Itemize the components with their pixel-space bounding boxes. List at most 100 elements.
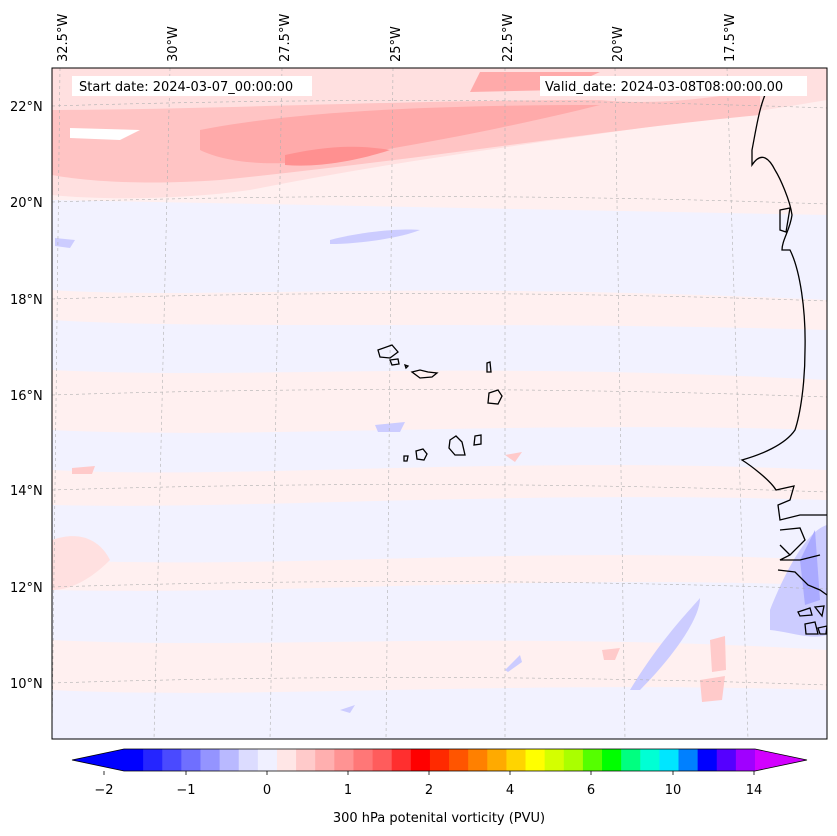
- cape-verde-sao-nicolau: [410, 369, 439, 379]
- colorbar-segment: [544, 749, 565, 771]
- lat-label-18n: 18°N: [10, 293, 43, 308]
- gambia-inlet: [779, 527, 821, 561]
- colorbar-segment: [506, 749, 527, 771]
- colorbar-segment: [563, 749, 584, 771]
- cape-verde-santa-luzia: [403, 363, 410, 370]
- start-date-label: Start date: 2024-03-07_00:00:00: [79, 80, 293, 95]
- colorbar-segment: [429, 749, 450, 771]
- coastal-island-north: [779, 207, 791, 233]
- pv-field: [52, 68, 827, 739]
- cape-verde-santiago: [448, 435, 466, 456]
- colorbar-segment: [716, 749, 737, 771]
- colorbar-segment: [678, 749, 699, 771]
- colorbar-segment: [697, 749, 718, 771]
- colorbar-segment: [659, 749, 680, 771]
- cb-tick-label-4: 4: [506, 783, 514, 798]
- lon-label-27-5w: 27.5°W: [278, 14, 293, 62]
- cb-tick-label-6: 6: [587, 783, 595, 798]
- colorbar-segments: [124, 749, 756, 771]
- meridian-line: [614, 68, 626, 739]
- parallel-line: [52, 389, 827, 398]
- meridian-line: [269, 68, 283, 739]
- colorbar-title: 300 hPa potenital vorticity (PVU): [333, 811, 545, 826]
- colorbar-segment: [200, 749, 221, 771]
- cape-verde-sao-vicente: [389, 358, 400, 366]
- colorbar-tick-labels: −2 −1 0 1 2 4 6 10 14: [94, 783, 762, 798]
- colorbar: −2 −1 0 1 2 4 6 10 14 300 hPa potenital …: [71, 748, 808, 826]
- colorbar-segment: [410, 749, 431, 771]
- lat-label-22n: 22°N: [10, 100, 43, 115]
- parallel-line: [52, 484, 827, 493]
- valid-date-label: Valid_date: 2024-03-08T08:00:00.00: [545, 80, 783, 95]
- colorbar-segment: [257, 749, 278, 771]
- cape-verde-boa-vista: [487, 389, 503, 405]
- colorbar-segment: [296, 749, 316, 771]
- colorbar-segment: [276, 749, 297, 771]
- africa-coastline: [740, 84, 827, 521]
- colorbar-segment: [353, 749, 374, 771]
- colorbar-segment: [143, 749, 163, 771]
- colorbar-segment: [640, 749, 660, 771]
- parallel-line: [52, 677, 827, 686]
- colorbar-segment: [621, 749, 641, 771]
- colorbar-segment: [602, 749, 622, 771]
- valid-date-box: [540, 76, 807, 96]
- meridian-line: [52, 68, 61, 739]
- colorbar-segment: [334, 749, 355, 771]
- colorbar-under-arrow: [72, 749, 124, 771]
- latitude-labels: 22°N 20°N 18°N 16°N 14°N 12°N 10°N: [10, 100, 43, 692]
- parallel-line: [52, 293, 827, 302]
- meridian-line: [726, 68, 749, 739]
- colorbar-segment: [525, 749, 546, 771]
- meridian-line: [385, 68, 394, 739]
- bijagos-islands: [797, 605, 827, 635]
- cape-verde-brava: [403, 455, 409, 462]
- cape-verde-maio: [473, 434, 482, 446]
- lon-label-17-5w: 17.5°W: [723, 14, 738, 62]
- lat-label-16n: 16°N: [10, 389, 43, 404]
- meridian-line: [153, 68, 171, 739]
- lon-label-25w: 25°W: [389, 26, 404, 62]
- parallel-line: [52, 196, 827, 205]
- cape-verde-santo-antao: [377, 344, 399, 359]
- cb-tick-label-0: 0: [263, 783, 271, 798]
- colorbar-segment: [238, 749, 259, 771]
- colorbar-segment: [372, 749, 393, 771]
- colorbar-segment: [582, 749, 603, 771]
- colorbar-segment: [487, 749, 508, 771]
- colorbar-segment: [468, 749, 488, 771]
- cb-tick-label-1: 1: [344, 783, 352, 798]
- parallel-line: [52, 100, 827, 109]
- lat-label-20n: 20°N: [10, 196, 43, 211]
- cape-verde-fogo: [415, 448, 428, 461]
- start-date-box: [72, 76, 312, 96]
- colorbar-segment: [449, 749, 469, 771]
- colorbar-segment: [315, 749, 335, 771]
- lon-label-20w: 20°W: [611, 26, 626, 62]
- map-frame: [51, 67, 828, 740]
- cb-tick-label-14: 14: [746, 783, 763, 798]
- colorbar-segment: [735, 749, 756, 771]
- lat-label-14n: 14°N: [10, 484, 43, 499]
- lat-label-12n: 12°N: [10, 581, 43, 596]
- colorbar-segment: [124, 749, 144, 771]
- colorbar-segment: [219, 749, 240, 771]
- guinea-bissau-coast: [777, 569, 827, 596]
- colorbar-over-arrow: [755, 749, 807, 771]
- lon-label-22-5w: 22.5°W: [501, 14, 516, 62]
- cb-tick-label-10: 10: [665, 783, 682, 798]
- colorbar-segment: [181, 749, 202, 771]
- cape-verde-sal: [486, 361, 492, 373]
- lat-label-10n: 10°N: [10, 677, 43, 692]
- cb-tick-label-neg2: −2: [94, 783, 113, 798]
- lon-label-30w: 30°W: [166, 26, 181, 62]
- colorbar-segment: [391, 749, 412, 771]
- colorbar-ticks: [103, 771, 755, 775]
- colorbar-outline: [71, 748, 808, 772]
- parallel-line: [52, 581, 827, 590]
- longitude-labels: 32.5°W 30°W 27.5°W 25°W 22.5°W 20°W 17.5…: [56, 14, 738, 62]
- coastlines: [377, 84, 827, 635]
- cb-tick-label-neg1: −1: [176, 783, 195, 798]
- graticule: [52, 68, 827, 739]
